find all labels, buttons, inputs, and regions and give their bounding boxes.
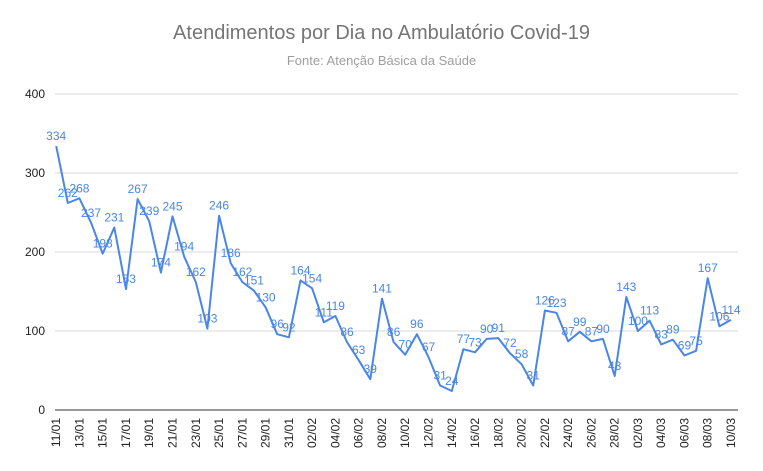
data-label: 174: [151, 256, 171, 270]
series-line: [55, 145, 732, 392]
data-label: 83: [655, 327, 669, 341]
data-label: 96: [410, 317, 424, 331]
data-label: 90: [596, 322, 610, 336]
x-tick-label: 06/03: [677, 418, 691, 448]
data-label: 77: [457, 332, 471, 346]
y-tick-label: 0: [38, 403, 45, 417]
data-label: 237: [81, 206, 101, 220]
x-tick-label: 08/03: [701, 418, 715, 448]
x-tick-label: 04/02: [328, 418, 342, 448]
x-tick-label: 02/03: [631, 418, 645, 448]
data-label: 39: [364, 362, 378, 376]
data-label: 119: [326, 299, 345, 313]
data-label: 162: [232, 265, 252, 279]
data-label: 67: [422, 340, 436, 354]
x-tick-label: 24/02: [561, 418, 575, 448]
data-label: 31: [527, 369, 541, 383]
x-tick-label: 12/02: [421, 418, 435, 448]
data-label: 103: [197, 312, 217, 326]
y-tick-label: 400: [25, 87, 45, 101]
data-label: 268: [69, 181, 89, 195]
x-tick-label: 20/02: [515, 418, 529, 448]
data-label: 194: [174, 240, 194, 254]
data-label: 90: [480, 322, 494, 336]
data-label: 123: [546, 296, 566, 310]
data-label: 58: [515, 347, 529, 361]
x-tick-label: 29/01: [259, 418, 273, 448]
data-label: 126: [535, 293, 555, 307]
data-label: 162: [186, 265, 206, 279]
chart-title: Atendimentos por Dia no Ambulatório Covi…: [173, 22, 590, 44]
x-tick-label: 06/02: [352, 418, 366, 448]
data-label: 24: [445, 374, 459, 388]
data-label: 151: [244, 274, 264, 288]
x-tick-label: 21/01: [166, 418, 180, 448]
data-label: 141: [372, 282, 392, 296]
data-label: 72: [503, 336, 517, 350]
x-tick-label: 19/01: [142, 418, 156, 448]
data-label: 92: [282, 320, 296, 334]
y-tick-label: 100: [25, 324, 45, 338]
data-label: 73: [468, 335, 482, 349]
data-label: 69: [678, 338, 692, 352]
x-tick-label: 10/02: [398, 418, 412, 448]
x-tick-label: 27/01: [235, 418, 249, 448]
data-label: 87: [585, 324, 599, 338]
x-tick-label: 08/02: [375, 418, 389, 448]
y-tick-label: 200: [25, 245, 45, 259]
data-label: 186: [221, 246, 241, 260]
x-tick-label: 31/01: [282, 418, 296, 448]
data-label: 89: [666, 323, 680, 337]
data-label: 267: [128, 182, 148, 196]
data-label: 130: [256, 290, 276, 304]
data-label: 154: [302, 271, 322, 285]
x-tick-label: 15/01: [96, 418, 110, 448]
x-tick-label: 11/01: [49, 418, 63, 447]
data-label: 239: [139, 204, 159, 218]
data-label: 63: [352, 343, 366, 357]
data-label: 86: [387, 325, 401, 339]
data-label: 99: [573, 315, 587, 329]
x-tick-label: 23/01: [189, 418, 203, 448]
data-label: 43: [608, 359, 622, 373]
data-label: 153: [116, 272, 136, 286]
x-tick-label: 28/02: [608, 418, 622, 448]
data-label: 111: [315, 305, 334, 319]
data-label: 231: [104, 211, 124, 225]
x-tick-label: 25/01: [212, 418, 226, 448]
x-tick-label: 18/02: [491, 418, 505, 448]
data-label: 114: [721, 303, 740, 317]
data-label: 113: [640, 304, 659, 318]
data-label: 96: [271, 317, 285, 331]
data-label: 334: [46, 129, 66, 143]
data-label: 245: [163, 199, 183, 213]
x-tick-label: 02/02: [305, 418, 319, 448]
x-tick-label: 04/03: [654, 418, 668, 448]
x-tick-label: 14/02: [445, 418, 459, 448]
x-tick-label: 17/01: [119, 418, 133, 448]
data-label: 91: [492, 321, 506, 335]
data-label: 198: [93, 237, 113, 251]
data-label: 31: [433, 369, 447, 383]
x-tick-label: 13/01: [72, 418, 86, 448]
y-tick-label: 300: [25, 166, 45, 180]
data-label: 100: [628, 314, 648, 328]
data-label: 70: [399, 338, 413, 352]
data-label: 143: [616, 280, 636, 294]
data-label: 86: [340, 325, 354, 339]
data-label: 164: [290, 263, 310, 277]
x-tick-label: 16/02: [468, 418, 482, 448]
x-tick-label: 10/03: [724, 418, 738, 448]
data-label: 246: [209, 199, 229, 213]
data-label: 106: [709, 309, 729, 323]
data-label: 167: [698, 261, 718, 275]
x-tick-label: 22/02: [538, 418, 552, 448]
data-label: 87: [561, 324, 575, 338]
data-label: 75: [689, 334, 703, 348]
data-label: 262: [58, 186, 78, 200]
x-tick-label: 26/02: [584, 418, 598, 448]
chart-subtitle: Fonte: Atenção Básica da Saúde: [286, 53, 477, 68]
